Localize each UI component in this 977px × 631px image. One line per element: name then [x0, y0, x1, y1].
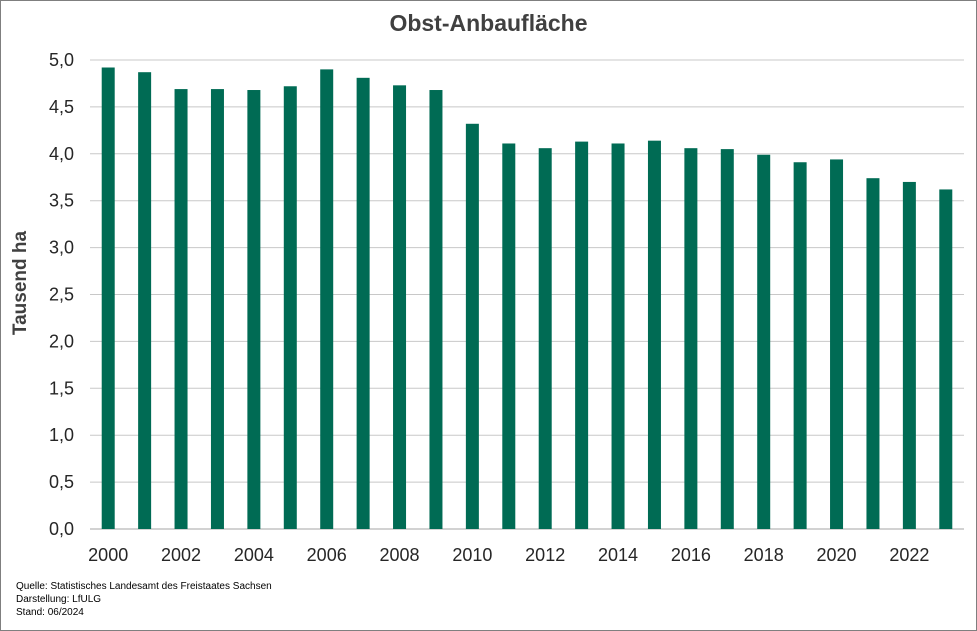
y-tick-label: 2,5	[49, 285, 74, 305]
date-note: Stand: 06/2024	[16, 607, 84, 618]
x-tick-label: 2004	[234, 545, 274, 565]
bar-2003	[210, 89, 224, 529]
bar-2000	[101, 67, 115, 529]
bar-2016	[684, 148, 698, 529]
x-tick-label: 2022	[889, 545, 929, 565]
y-axis-label: Tausend ha	[10, 230, 31, 335]
bar-2018	[757, 154, 771, 529]
y-tick-label: 5,0	[49, 50, 74, 70]
y-tick-label: 2,0	[49, 331, 74, 351]
x-tick-label: 2006	[307, 545, 347, 565]
gridlines	[90, 59, 964, 530]
bar-2010	[465, 123, 479, 529]
y-tick-label: 1,0	[49, 425, 74, 445]
bar-2005	[283, 86, 297, 529]
bar-2007	[356, 77, 370, 530]
x-tick-label: 2012	[525, 545, 565, 565]
bar-2014	[611, 143, 625, 529]
source-note: Quelle: Statistisches Landesamt des Frei…	[16, 581, 272, 592]
x-tick-label: 2010	[452, 545, 492, 565]
author-note: Darstellung: LfULG	[16, 594, 102, 605]
bar-2021	[866, 178, 880, 530]
bar-2011	[502, 143, 516, 529]
bar-2022	[902, 181, 916, 529]
bar-2013	[575, 141, 589, 529]
y-tick-label: 1,5	[49, 378, 74, 398]
x-tick-label: 2018	[744, 545, 784, 565]
x-tick-label: 2008	[380, 545, 420, 565]
y-tick-label: 3,5	[49, 191, 74, 211]
y-tick-label: 0,5	[49, 472, 74, 492]
bar-2004	[247, 90, 261, 530]
y-tick-label: 3,0	[49, 238, 74, 258]
x-tick-label: 2000	[88, 545, 128, 565]
bar-2017	[720, 149, 734, 530]
bar-2023	[939, 189, 953, 529]
chart-footer: Quelle: Statistisches Landesamt des Frei…	[16, 580, 272, 619]
y-axis-ticks: 0,0 0,5 1,0 1,5 2,0 2,5 3,0 3,5 4,0 4,5 5,0	[49, 50, 74, 539]
x-tick-label: 2020	[817, 545, 857, 565]
bar-2001	[138, 72, 152, 529]
bar-2019	[793, 162, 807, 529]
bar-2008	[393, 85, 407, 530]
x-tick-label: 2016	[671, 545, 711, 565]
y-tick-label: 4,0	[49, 144, 74, 164]
bar-2002	[174, 89, 188, 529]
bar-2012	[538, 148, 552, 529]
x-axis-ticks: 2000 2002 2004 2006 2008 2010 2012 2014 2016 2018…	[88, 545, 929, 565]
bars	[101, 67, 953, 530]
bar-2020	[830, 159, 844, 530]
x-tick-label: 2014	[598, 545, 638, 565]
chart-title: Obst-Anbaufläche	[389, 10, 588, 36]
bar-2006	[320, 69, 334, 529]
bar-2009	[429, 90, 443, 530]
x-tick-label: 2002	[161, 545, 201, 565]
y-tick-label: 0,0	[49, 519, 74, 539]
bar-2015	[647, 140, 661, 529]
y-tick-label: 4,5	[49, 97, 74, 117]
